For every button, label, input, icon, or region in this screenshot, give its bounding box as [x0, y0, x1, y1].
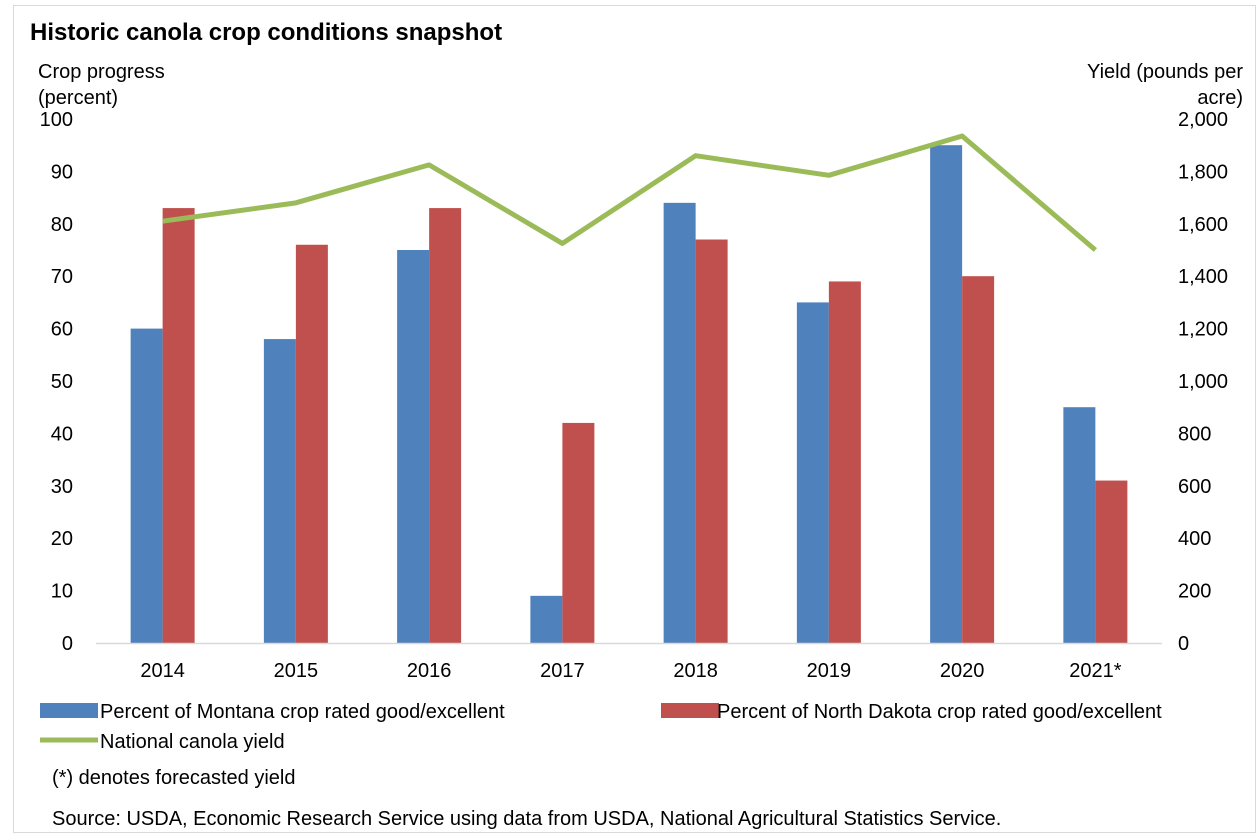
y-right-tick-labels: 0 200 400 600 800 1,000 1,200 1,400 1,600 1,800 2,… [1178, 109, 1228, 655]
y-right-label-line-2: acre) [1197, 87, 1243, 109]
legend: Percent of Montana crop rated good/excel… [40, 701, 1162, 753]
y-right-tick-1-400: 1,400 [1178, 266, 1228, 288]
bar-north-dakota-2018 [695, 239, 728, 643]
y-left-tick-10: 10 [51, 581, 73, 603]
y-right-tick-400: 400 [1178, 528, 1211, 550]
y-right-label-line-1: Yield (pounds per [1087, 61, 1243, 83]
bar-north-dakota-2017 [562, 422, 595, 643]
chart-title: Historic canola crop conditions snapshot [30, 19, 502, 46]
legend-swatch-north-dakota [661, 703, 719, 718]
y-left-tick-50: 50 [51, 371, 73, 393]
y-left-tick-90: 90 [51, 161, 73, 183]
x-tick-2018: 2018 [673, 660, 718, 682]
yield-line-layer [162, 133, 1097, 252]
bar-montana-2019 [796, 302, 829, 643]
forecast-note: (*) denotes forecasted yield [52, 767, 295, 789]
y-left-tick-60: 60 [51, 319, 73, 341]
bar-north-dakota-2020 [962, 276, 995, 643]
legend-label-yield: National canola yield [100, 731, 285, 753]
yield-line [162, 133, 1097, 252]
bar-north-dakota-2019 [828, 281, 861, 643]
bar-montana-2017 [530, 595, 563, 643]
x-tick-2017: 2017 [540, 660, 585, 682]
x-tick-labels: 2014 2015 2016 2017 2018 2019 2020 2021* [140, 660, 1121, 682]
y-left-tick-40: 40 [51, 423, 73, 445]
x-tick-2015: 2015 [274, 660, 319, 682]
y-right-tick-0: 0 [1178, 633, 1189, 655]
bar-montana-2015 [263, 339, 296, 643]
legend-label-north-dakota: Percent of North Dakota crop rated good/… [717, 701, 1162, 723]
bar-north-dakota-2021 [1095, 480, 1128, 643]
legend-swatch-montana [40, 703, 98, 718]
source-note: Source: USDA, Economic Research Service … [52, 808, 1001, 830]
bar-montana-2020 [930, 145, 963, 643]
y-right-tick-800: 800 [1178, 423, 1211, 445]
y-left-tick-0: 0 [62, 633, 73, 655]
bar-north-dakota-2014 [162, 208, 195, 643]
bars [130, 145, 1128, 643]
y-right-tick-1-000: 1,000 [1178, 371, 1228, 393]
y-left-tick-80: 80 [51, 214, 73, 236]
bar-north-dakota-2016 [429, 208, 462, 643]
bar-montana-2016 [397, 250, 430, 643]
x-tick-2020: 2020 [940, 660, 985, 682]
x-tick-2019: 2019 [807, 660, 852, 682]
y-left-label-line-1: Crop progress [38, 61, 165, 83]
y-left-label-line-2: (percent) [38, 87, 118, 109]
bar-montana-2021 [1063, 407, 1096, 643]
y-right-tick-1-600: 1,600 [1178, 214, 1228, 236]
y-left-tick-20: 20 [51, 528, 73, 550]
chart-frame [13, 5, 1256, 833]
y-right-tick-1-200: 1,200 [1178, 319, 1228, 341]
x-tick-2016: 2016 [407, 660, 452, 682]
y-left-tick-70: 70 [51, 266, 73, 288]
legend-label-montana: Percent of Montana crop rated good/excel… [100, 701, 505, 723]
y-right-tick-2-000: 2,000 [1178, 109, 1228, 131]
y-right-tick-1-800: 1,800 [1178, 161, 1228, 183]
x-tick-2021: 2021* [1069, 660, 1121, 682]
y-right-tick-600: 600 [1178, 476, 1211, 498]
bar-north-dakota-2015 [295, 244, 328, 643]
bar-montana-2014 [130, 328, 163, 643]
y-right-tick-200: 200 [1178, 581, 1211, 603]
y-left-tick-30: 30 [51, 476, 73, 498]
bar-montana-2018 [663, 202, 696, 643]
y-left-tick-labels: 0 10 20 30 40 50 60 70 80 90 100 [40, 109, 73, 655]
x-tick-2014: 2014 [140, 660, 185, 682]
y-left-tick-100: 100 [40, 109, 73, 131]
